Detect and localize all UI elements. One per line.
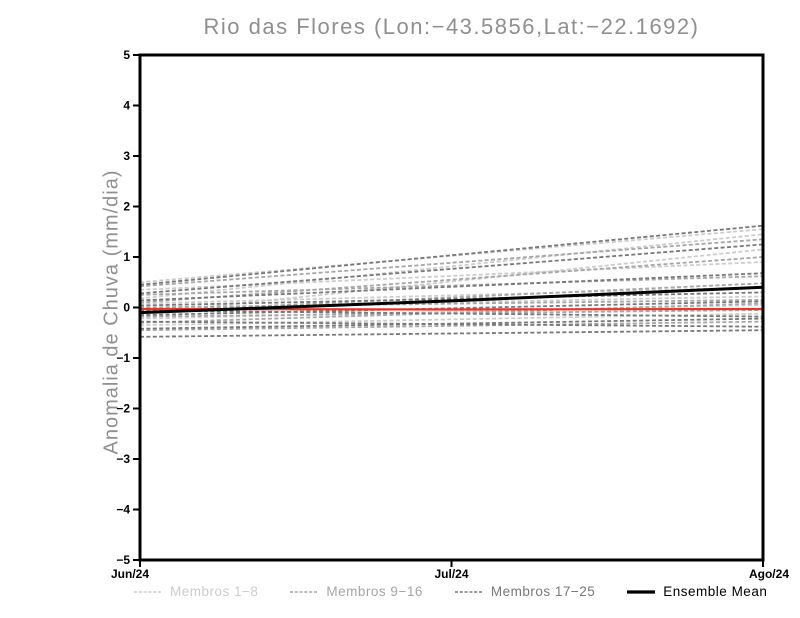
legend-entry-membros-1-8: Membros 1−8 — [133, 584, 258, 599]
legend-label: Ensemble Mean — [663, 584, 768, 599]
legend-entry-membros-9-16: Membros 9−16 — [289, 584, 422, 599]
legend-label: Membros 17−25 — [490, 584, 596, 599]
legend-label: Membros 9−16 — [326, 584, 423, 599]
svg-text:3: 3 — [123, 149, 130, 163]
chart-title: Rio das Flores (Lon:−43.5856,Lat:−22.169… — [203, 14, 700, 39]
dashed-line-swatch-dark — [454, 590, 483, 593]
axis-ticks — [133, 54, 764, 567]
dashed-line-swatch-light — [134, 590, 162, 593]
legend-entry-membros-17-25: Membros 17−25 — [454, 584, 595, 599]
svg-text:0: 0 — [123, 301, 130, 315]
svg-text:−3: −3 — [116, 452, 130, 466]
ensemble-member-lines — [139, 224, 764, 338]
svg-text:−4: −4 — [116, 503, 130, 517]
highlight-lines — [139, 285, 764, 315]
svg-text:−2: −2 — [116, 402, 130, 416]
svg-text:−1: −1 — [116, 351, 130, 365]
legend-entry-ensemble-mean: Ensemble Mean — [626, 584, 767, 599]
dashed-line-swatch-medium — [290, 590, 319, 593]
svg-text:Jun/24: Jun/24 — [111, 567, 149, 581]
svg-text:2: 2 — [123, 200, 130, 214]
svg-text:5: 5 — [123, 48, 130, 62]
legend: Membros 1−8 Membros 9−16 Membros 17−25 E… — [133, 584, 767, 599]
svg-text:4: 4 — [123, 99, 130, 113]
svg-text:Jul/24: Jul/24 — [434, 567, 468, 581]
svg-text:Ago/24: Ago/24 — [749, 567, 789, 581]
legend-label: Membros 1−8 — [170, 584, 259, 599]
svg-text:−5: −5 — [116, 553, 130, 567]
svg-text:1: 1 — [123, 250, 130, 264]
solid-line-swatch-black — [627, 589, 656, 594]
